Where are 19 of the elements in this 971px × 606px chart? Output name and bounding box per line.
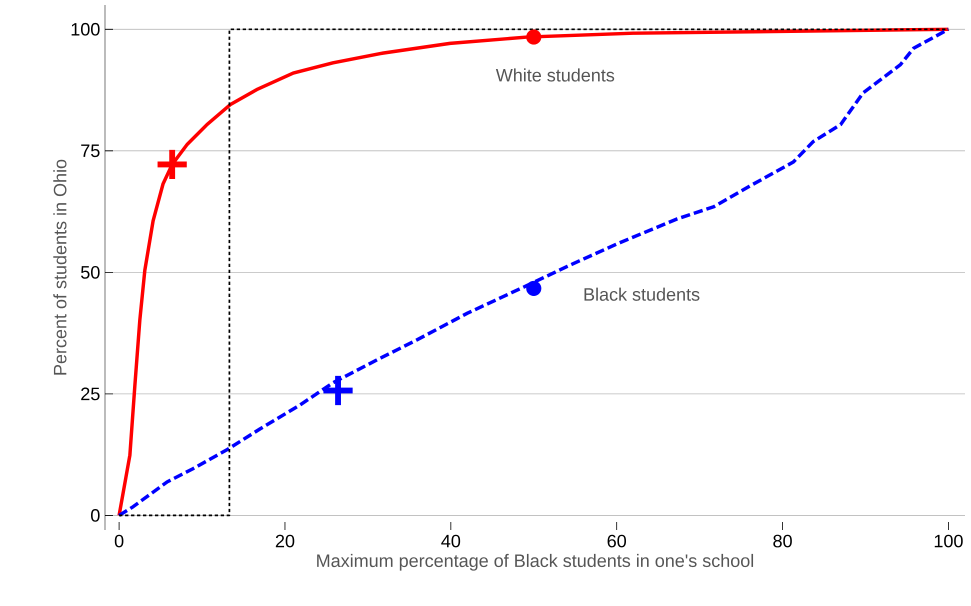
x-tick-label: 40 — [441, 534, 460, 548]
series-label: White students — [496, 68, 614, 82]
x-tick-label: 0 — [114, 534, 124, 548]
y-tick-label: 75 — [81, 144, 100, 158]
x-tick-label: 80 — [773, 534, 792, 548]
y-tick-label: 0 — [91, 509, 100, 522]
x-tick-label: 20 — [276, 534, 294, 548]
y-tick-label: 25 — [81, 388, 100, 400]
y-tick-label: 100 — [72, 22, 100, 36]
x-axis-title: Maximum percentage of Black students in one's school — [317, 554, 754, 571]
point — [323, 376, 353, 406]
x-tick-label: 100 — [934, 534, 963, 548]
point — [526, 280, 542, 296]
y-tick-label: 50 — [81, 266, 100, 279]
point — [526, 30, 542, 45]
series-label: Black students — [584, 288, 700, 301]
y-axis-title: Percent of students in Ohio — [53, 160, 66, 375]
point — [158, 150, 187, 180]
x-tick-label: 60 — [608, 534, 626, 548]
